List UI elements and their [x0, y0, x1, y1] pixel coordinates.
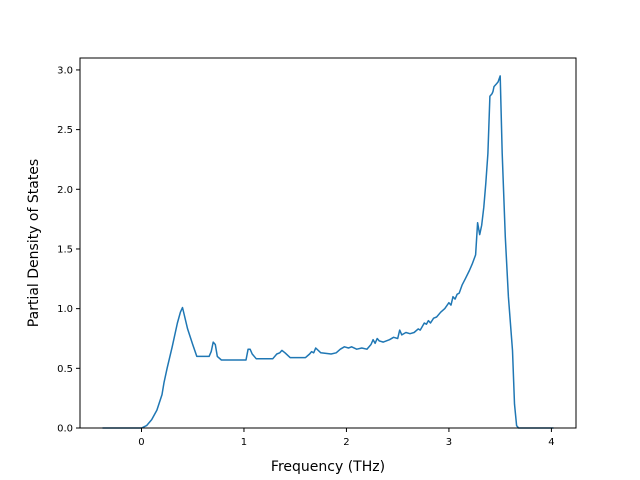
- x-tick-label: 2: [343, 437, 349, 448]
- y-axis-label: Partial Density of States: [26, 159, 42, 327]
- x-tick-label: 3: [446, 437, 452, 448]
- y-tick-label: 2.5: [57, 125, 73, 136]
- y-tick-label: 1.5: [57, 244, 73, 255]
- x-axis-label: Frequency (THz): [271, 459, 385, 475]
- x-tick-label: 0: [138, 437, 144, 448]
- y-tick-label: 1.0: [57, 304, 73, 315]
- y-tick-label: 0.5: [57, 364, 73, 375]
- y-tick-label: 3.0: [57, 65, 73, 76]
- plot-area: [102, 75, 554, 429]
- x-tick-label: 4: [548, 437, 554, 448]
- x-axis-ticks: 0 1 2 3 4: [138, 428, 555, 448]
- y-tick-label: 0.0: [57, 424, 73, 435]
- y-axis-ticks: 0.0 0.5 1.0 1.5 2.0 2.5 3.0: [57, 65, 80, 435]
- y-tick-label: 2.0: [57, 185, 73, 196]
- x-tick-label: 1: [241, 437, 247, 448]
- pdos-series-line: [102, 75, 554, 429]
- axes-frame: [79, 57, 577, 429]
